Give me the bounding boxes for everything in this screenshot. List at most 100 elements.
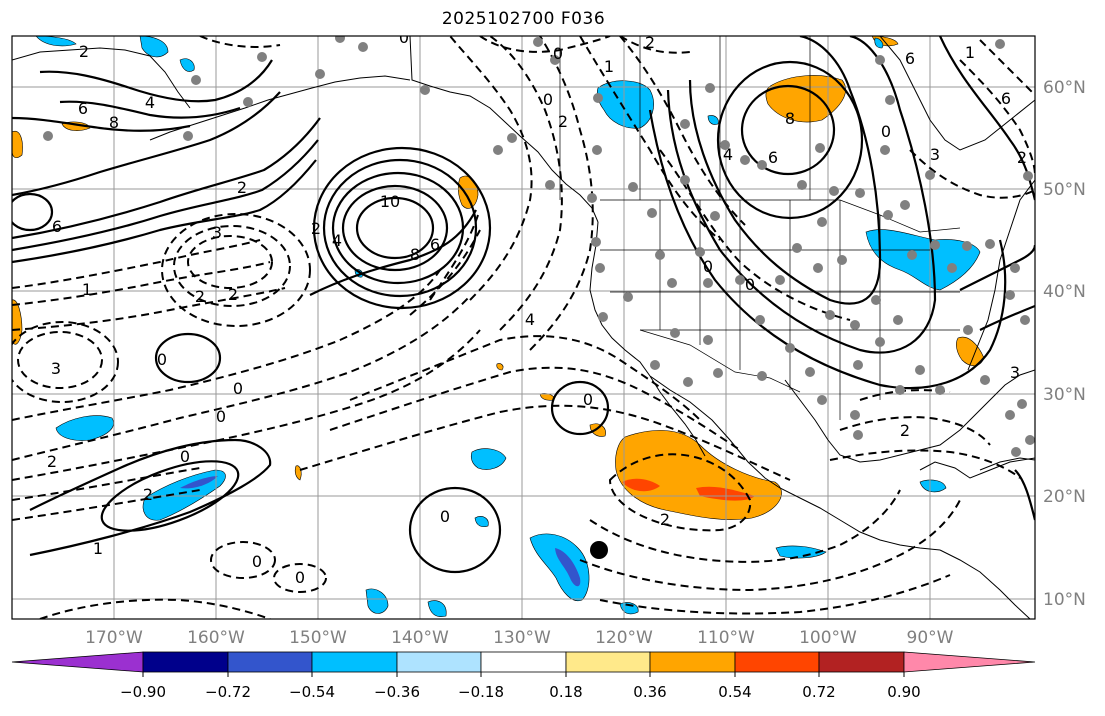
central-pacific-0-2 <box>408 486 502 574</box>
aleutian-coast <box>149 75 411 141</box>
dashed-east-1 <box>959 59 1035 176</box>
dashed-coast-5 <box>409 229 481 316</box>
longitude-labels: 170°W 160°W 150°W 140°W 130°W 120°W 110°… <box>85 628 954 648</box>
alaska-coast <box>409 36 599 223</box>
colorbar-tick-label: −0.54 <box>289 683 335 701</box>
blue-small-4 <box>365 588 389 614</box>
west-ridge-contour-4 <box>12 91 281 197</box>
colorbar-segment <box>480 651 567 673</box>
pacific-high-2 <box>312 146 492 310</box>
dashed-pacific-3 <box>12 329 481 481</box>
central-america-coast <box>939 549 1031 619</box>
contour-label: 0 <box>881 122 891 141</box>
contour-label: 0 <box>252 552 262 571</box>
contour-labels: 2 4 6 8 6 2 10 8 6 4 2 3 2 2 1 3 0 0 0 2… <box>47 36 1027 587</box>
dashed-island-1 <box>210 541 276 579</box>
gridlines <box>12 36 1035 619</box>
contour-label: 0 <box>583 390 593 409</box>
colorbar-tick-labels: −0.90 −0.72 −0.54 −0.36 −0.18 0.18 0.36 … <box>120 683 921 701</box>
colorbar-tick-label: −0.72 <box>205 683 251 701</box>
lat-label: 30°N <box>1043 385 1086 405</box>
contour-label: 1 <box>965 43 975 62</box>
blue-small-1 <box>474 516 489 528</box>
russia-coast <box>12 47 191 109</box>
contour-label: 4 <box>145 93 155 112</box>
contour-label: 1 <box>93 539 103 558</box>
station-dots <box>43 36 1035 457</box>
colorbar-ticks <box>142 672 905 677</box>
lon-label: 90°W <box>907 628 954 648</box>
east-contour-3 <box>979 304 1035 331</box>
west-ridge-contour-3 <box>12 117 321 240</box>
contour-label: 0 <box>553 44 563 63</box>
dashed-neg-2 <box>12 261 271 306</box>
colorbar-tick-label: 0.54 <box>718 683 751 701</box>
pacific-high-4 <box>322 158 478 298</box>
colorbar-tick-label: 0.90 <box>887 683 920 701</box>
map-panel: 2 4 6 8 6 2 10 8 6 4 2 3 2 2 1 3 0 0 0 2… <box>12 36 1035 619</box>
contour-label: 4 <box>723 145 733 164</box>
contour-label: 0 <box>295 568 305 587</box>
bc-contour <box>309 209 477 296</box>
red-mexico-area-1 <box>622 478 660 492</box>
west-ridge-contour-6 <box>59 100 241 119</box>
lon-label: 120°W <box>595 628 653 648</box>
contour-label: 6 <box>1001 89 1011 108</box>
colorbar-tick-label: −0.36 <box>374 683 420 701</box>
colorbar-extend-right <box>903 651 1036 673</box>
dashed-south-3 <box>299 404 791 481</box>
blue-small-6 <box>619 602 639 615</box>
lat-label: 10°N <box>1043 590 1086 610</box>
purple-hawaii <box>180 476 218 489</box>
contour-label: 0 <box>440 507 450 526</box>
canada-ridge-0 <box>648 109 1007 390</box>
colorbar-segment <box>396 651 482 673</box>
contour-label: 2 <box>900 421 910 440</box>
contour-label: 6 <box>430 235 440 254</box>
west-ridge-contour-7 <box>12 116 191 132</box>
central-pacific-0-3 <box>550 380 610 436</box>
colorbar-tick-label: 0.18 <box>549 683 582 701</box>
lat-label: 50°N <box>1043 180 1086 200</box>
pacific-high-10 <box>355 196 435 260</box>
contour-label: 8 <box>785 109 795 128</box>
dashed-neg-1 <box>12 239 261 289</box>
blue-small-5 <box>427 600 447 617</box>
east-contour-2 <box>959 244 1035 291</box>
dashed-west-3 <box>17 331 103 389</box>
dashed-east-2 <box>979 39 1035 96</box>
contour-label: 6 <box>768 148 778 167</box>
contour-label: 10 <box>380 192 400 211</box>
contour-label: 2 <box>311 219 321 238</box>
blue-west-pacific <box>55 415 114 441</box>
contour-label: 3 <box>51 359 61 378</box>
purple-south-pacific <box>555 548 581 587</box>
canada-ridge-2 <box>666 36 937 354</box>
dashed-east-3 <box>909 149 1035 199</box>
contour-label: 2 <box>143 485 153 504</box>
colorbar-tick-label: −0.18 <box>458 683 504 701</box>
contour-label: 0 <box>180 447 190 466</box>
contour-label: 8 <box>410 245 420 264</box>
contour-label: 2 <box>195 287 205 306</box>
canada-ridge-4 <box>688 36 882 305</box>
left-cell <box>12 192 54 232</box>
contour-label: 4 <box>332 231 342 250</box>
blue-greatlakes-area <box>865 229 981 291</box>
yucatan-coast <box>919 457 1035 479</box>
contour-label: 0 <box>216 407 226 426</box>
dashed-pacific-4 <box>12 467 201 501</box>
colorbar-segment <box>649 651 736 673</box>
dashed-neg-3 <box>12 287 286 331</box>
lon-label: 130°W <box>493 628 551 648</box>
colorbar-segment <box>818 651 905 673</box>
dashed-west-2 <box>12 321 119 403</box>
lat-label: 40°N <box>1043 282 1086 302</box>
blue-mid-pacific <box>470 448 507 470</box>
hawaii-contour-2 <box>100 460 240 532</box>
dashed-pacific-5 <box>12 489 201 521</box>
map-frame <box>11 35 1036 620</box>
colorbar-segment <box>311 651 398 673</box>
dashed-low-2 <box>173 225 291 307</box>
dashed-mexico-2 <box>589 489 901 563</box>
